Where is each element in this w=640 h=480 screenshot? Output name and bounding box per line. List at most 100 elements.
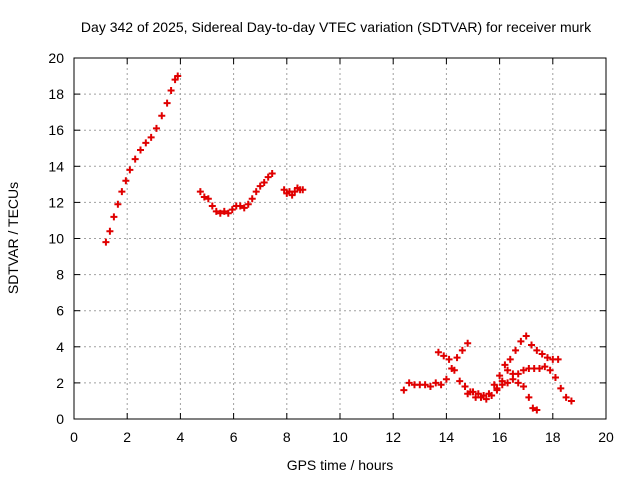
- data-point: [171, 76, 179, 84]
- data-point: [196, 188, 204, 196]
- data-point: [122, 177, 130, 185]
- data-point: [450, 366, 458, 374]
- data-point: [543, 354, 551, 362]
- data-point: [421, 381, 429, 389]
- x-tick-label: 0: [70, 429, 78, 445]
- data-point: [504, 379, 512, 387]
- y-tick-label: 6: [56, 303, 64, 319]
- y-tick-label: 10: [48, 231, 64, 247]
- data-point: [405, 379, 413, 387]
- data-point: [299, 186, 307, 194]
- data-point: [504, 366, 512, 374]
- data-point: [469, 388, 477, 396]
- data-point: [525, 393, 533, 401]
- y-tick-label: 16: [48, 122, 64, 138]
- data-point: [498, 377, 506, 385]
- data-point: [426, 383, 434, 391]
- data-point: [131, 155, 139, 163]
- data-point: [224, 209, 232, 217]
- gridlines: [74, 58, 606, 419]
- y-tick-label: 14: [48, 158, 64, 174]
- x-tick-label: 4: [177, 429, 185, 445]
- data-point: [512, 346, 520, 354]
- series-arc-7: [493, 366, 541, 414]
- data-point: [291, 188, 299, 196]
- data-point: [557, 384, 565, 392]
- y-tick-label: 4: [56, 339, 64, 355]
- x-tick-label: 10: [332, 429, 348, 445]
- data-point: [501, 361, 509, 369]
- data-point: [461, 383, 469, 391]
- data-point: [442, 375, 450, 383]
- data-point: [533, 406, 541, 414]
- data-point: [126, 166, 134, 174]
- data-point: [288, 191, 296, 199]
- series-arc-6: [464, 332, 562, 400]
- data-point: [102, 238, 110, 246]
- x-tick-label: 14: [439, 429, 455, 445]
- data-point: [517, 337, 525, 345]
- x-tick-label: 20: [598, 429, 614, 445]
- data-point: [174, 72, 182, 80]
- x-tick-label: 8: [283, 429, 291, 445]
- data-point: [440, 352, 448, 360]
- data-point: [118, 188, 126, 196]
- data-point: [453, 354, 461, 362]
- data-point: [114, 200, 122, 208]
- x-axis-label: GPS time / hours: [287, 457, 394, 473]
- data-point: [522, 332, 530, 340]
- data-point: [551, 373, 559, 381]
- data-point: [163, 99, 171, 107]
- data-point: [520, 383, 528, 391]
- data-point: [208, 202, 216, 210]
- axis-ticks: [73, 57, 607, 420]
- data-point: [400, 386, 408, 394]
- data-point: [236, 202, 244, 210]
- x-tick-label: 16: [492, 429, 508, 445]
- data-point: [228, 206, 236, 214]
- data-markers: [102, 72, 575, 414]
- data-point: [528, 341, 536, 349]
- x-tick-labels: 0 2 4 6 8 10 12 14 16 18 20: [70, 429, 614, 445]
- series-arc-3: [280, 184, 307, 199]
- data-point: [536, 364, 543, 372]
- y-tick-label: 20: [48, 50, 64, 66]
- data-point: [260, 179, 268, 187]
- data-point: [496, 372, 504, 380]
- data-point: [474, 390, 482, 398]
- series-arc-5: [434, 348, 575, 405]
- data-point: [268, 170, 276, 178]
- data-point: [538, 350, 546, 358]
- data-point: [445, 355, 453, 363]
- y-tick-label: 8: [56, 267, 64, 283]
- data-point: [509, 370, 517, 378]
- data-point: [220, 207, 228, 215]
- data-point: [520, 366, 528, 374]
- data-point: [562, 393, 570, 401]
- data-point: [142, 139, 150, 147]
- data-point: [456, 377, 464, 385]
- data-point: [264, 173, 272, 181]
- data-point: [482, 395, 490, 403]
- x-tick-label: 12: [385, 429, 401, 445]
- data-point: [490, 381, 498, 389]
- data-point: [432, 379, 440, 387]
- data-point: [212, 207, 220, 215]
- data-point: [464, 339, 472, 347]
- data-point: [204, 195, 212, 203]
- data-point: [152, 124, 160, 132]
- data-point: [480, 392, 488, 400]
- y-axis-label: SDTVAR / TECUs: [5, 182, 21, 294]
- data-point: [280, 186, 288, 194]
- y-tick-label: 0: [56, 411, 64, 427]
- series-arc-2: [196, 170, 276, 217]
- x-tick-label: 18: [545, 429, 561, 445]
- y-tick-labels: 0 2 4 6 8 10 12 14 16 18 20: [48, 50, 64, 427]
- data-point: [240, 204, 248, 212]
- data-point: [252, 188, 260, 196]
- data-point: [256, 182, 264, 190]
- x-tick-label: 2: [123, 429, 131, 445]
- data-point: [506, 355, 514, 363]
- data-point: [554, 355, 562, 363]
